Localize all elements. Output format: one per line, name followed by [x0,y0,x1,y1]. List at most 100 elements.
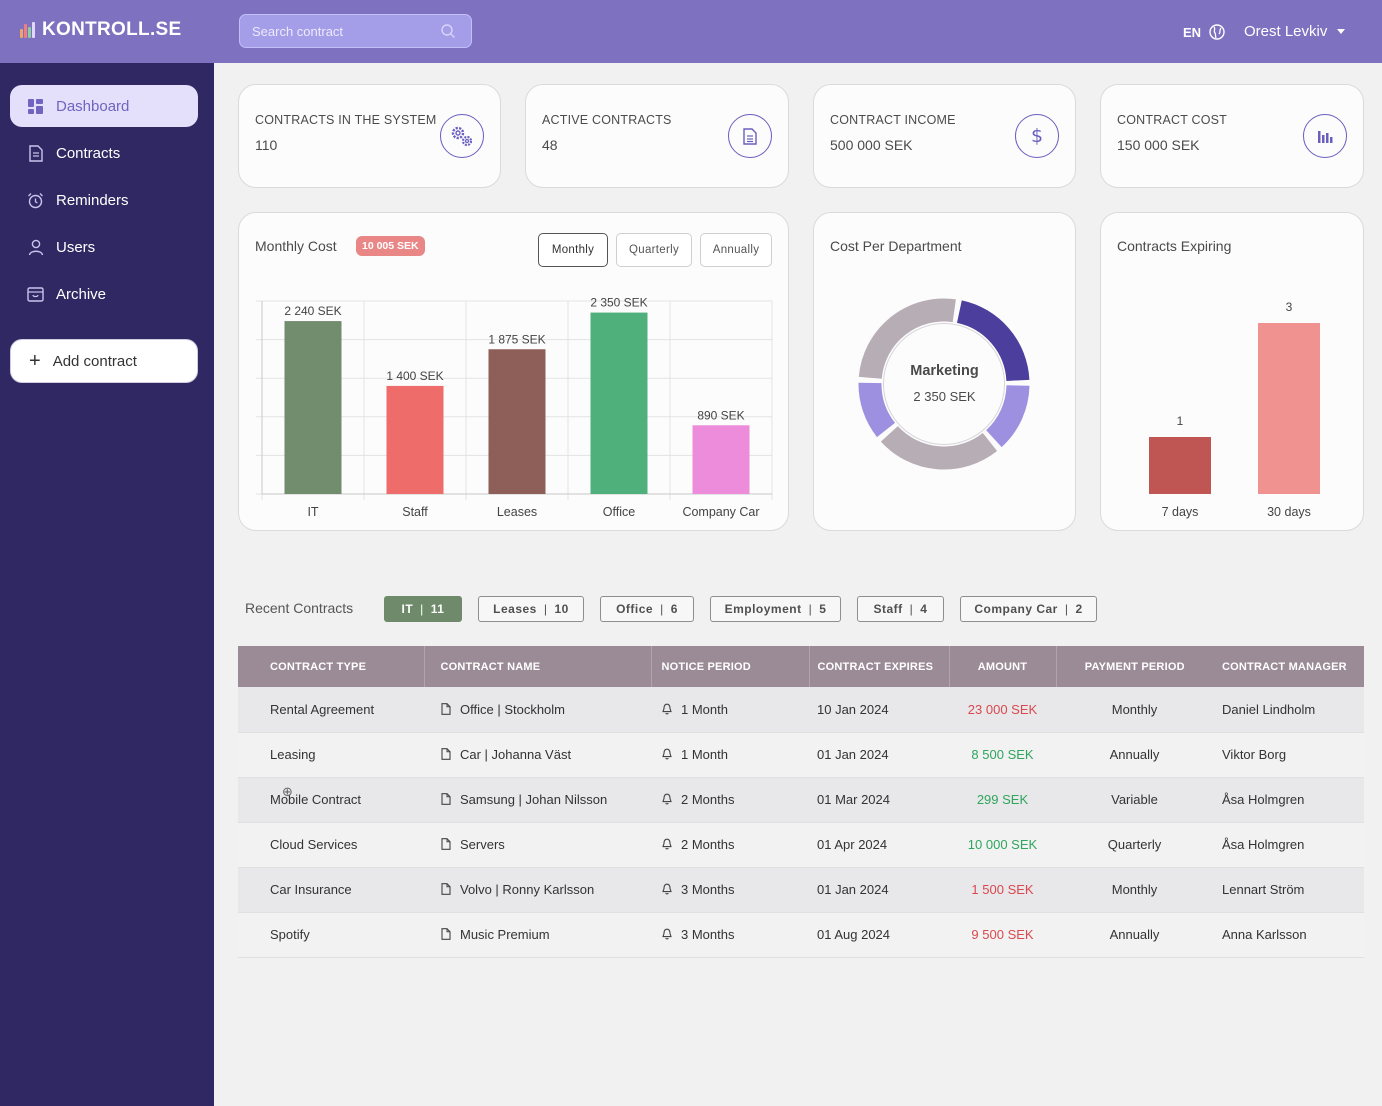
contract-manager: Viktor Borg [1222,747,1287,762]
contract-expires: 01 Aug 2024 [817,927,891,942]
logo[interactable]: KONTROLL.SE [20,19,181,41]
column-header[interactable]: CONTRACT MANAGER [1213,646,1364,687]
stat-label: CONTRACT INCOME [830,113,956,127]
table-row[interactable]: Cloud Services Servers 2 Months 01 Apr 2024… [238,822,1364,868]
language-selector[interactable]: EN [1183,24,1225,40]
contract-amount: 9 500 SEK [971,927,1034,942]
filter-chip-staff[interactable]: Staff | 4 [857,596,944,622]
table-row[interactable]: ⊕ Mobile Contract Samsung | Johan Nilsson 2… [238,777,1364,823]
bar-office [590,312,648,494]
sidebar-item-archive[interactable]: Archive [10,273,198,315]
column-header[interactable]: NOTICE PERIOD [651,646,810,687]
table-row[interactable]: Spotify Music Premium 3 Months 01 Aug 2024 9… [238,912,1364,958]
contract-manager: Lennart Ström [1222,882,1305,897]
filter-chip-company-car[interactable]: Company Car | 2 [960,596,1097,622]
contract-expires: 01 Jan 2024 [817,747,889,762]
panel-title: Monthly Cost [255,238,337,254]
table-row[interactable]: Leasing Car | Johanna Väst 1 Month 01 Jan 2… [238,732,1364,778]
monthly-cost-chart: 2 240 SEK IT 1 400 SEK Staff 1 875 SEK Leases… [256,296,773,519]
column-header[interactable]: CONTRACT TYPE [238,646,425,687]
column-header[interactable]: AMOUNT [949,646,1057,687]
bell-icon [662,928,672,940]
filter-chip-leases[interactable]: Leases | 10 [478,596,584,622]
contract-expires: 01 Jan 2024 [817,882,889,897]
donut-inner-ring [883,323,1005,445]
stat-card-contract-cost: CONTRACT COST 150 000 SEK [1100,84,1364,188]
bar-leases [488,349,546,494]
sidebar-item-dashboard[interactable]: Dashboard [10,85,198,127]
sidebar-item-label: Reminders [56,191,129,209]
column-header[interactable]: PAYMENT PERIOD [1056,646,1213,687]
column-header[interactable]: CONTRACT NAME [424,646,652,687]
notice-period: 2 Months [681,792,735,807]
search-input[interactable] [240,15,440,47]
app-title: KONTROLL.SE [42,19,182,40]
search-icon[interactable] [440,23,456,39]
x-tick-label: 7 days [1162,505,1199,519]
column-header[interactable]: CONTRACT EXPIRES [809,646,950,687]
document-icon [441,702,451,715]
chip-count: 6 [670,602,678,616]
chip-label: Leases [493,602,537,616]
contracts-expiring-panel: Contracts Expiring 1 7 days 3 30 days [1100,212,1364,531]
chip-label: Company Car [974,602,1058,616]
chip-label: IT [401,602,414,616]
stat-label: CONTRACTS IN THE SYSTEM [255,113,437,127]
x-tick-label: Staff [402,505,428,519]
panel-title: Contracts Expiring [1117,238,1232,254]
caret-down-icon [1337,29,1346,34]
expand-icon[interactable]: ⊕ [282,784,293,799]
sidebar-item-users[interactable]: Users [10,226,198,268]
contract-name: Office | Stockholm [460,701,566,717]
filter-chip-employment[interactable]: Employment | 5 [710,596,841,622]
x-tick-label: 30 days [1267,505,1311,519]
alarm-clock-icon [27,192,44,209]
gears-icon [440,114,484,158]
sidebar: Dashboard Contracts Reminders Users Arch… [0,63,214,1106]
donut-center-label: Marketing [910,363,979,379]
search-box[interactable] [239,14,472,48]
dashboard-icon [27,98,44,115]
add-contract-button[interactable]: + Add contract [10,339,198,383]
contract-amount: 10 000 SEK [967,837,1038,852]
add-contract-label: Add contract [52,352,137,370]
contract-expires: 01 Apr 2024 [817,837,888,852]
filter-chip-office[interactable]: Office | 6 [600,596,694,622]
document-icon [27,144,44,162]
x-tick-label: Leases [497,505,537,519]
cost-per-department-panel: Cost Per Department Marketing 2 350 SEK [813,212,1076,531]
top-bar: KONTROLL.SE EN Orest Levkiv [0,0,1382,63]
notice-period: 2 Months [681,837,735,852]
chip-count: 5 [819,602,827,616]
chip-count: 10 [554,602,569,616]
sidebar-item-reminders[interactable]: Reminders [10,179,198,221]
chip-count: 4 [920,602,928,616]
payment-period: Quarterly [1107,837,1162,852]
contract-type: Spotify [270,927,310,942]
payment-period: Monthly [1111,882,1158,897]
contract-amount: 299 SEK [976,792,1029,807]
sidebar-item-label: Users [56,238,96,256]
dollar-icon: $ [1015,114,1059,158]
table-header-row: CONTRACT TYPE CONTRACT NAME NOTICE PERIO… [238,646,1364,687]
contracts-table: CONTRACT TYPE CONTRACT NAME NOTICE PERIO… [238,646,1364,958]
filter-chip-it[interactable]: IT | 11 [384,596,462,622]
table-row[interactable]: Car Insurance Volvo | Ronny Karlsson 3 Mon… [238,867,1364,913]
contract-type: Rental Agreement [270,701,375,717]
bar-chart-icon [1303,114,1347,158]
document-icon [441,928,451,940]
panel-title: Cost Per Department [830,238,962,254]
user-menu[interactable]: Orest Levkiv [1244,23,1346,40]
payment-period: Variable [1111,792,1158,807]
bar-value-label: 2 350 SEK [590,296,647,310]
bar-30-days [1258,323,1320,494]
table-row[interactable]: Rental Agreement Office | Stockholm 1 Mont… [238,687,1364,733]
period-button-annually[interactable]: Annually [700,233,772,267]
payment-period: Monthly [1111,701,1158,717]
period-button-monthly[interactable]: Monthly [538,233,608,267]
sidebar-item-contracts[interactable]: Contracts [10,132,198,174]
bar-7-days [1149,437,1211,494]
contract-manager: Anna Karlsson [1222,927,1307,942]
period-button-quarterly[interactable]: Quarterly [616,233,692,267]
contract-name: Car | Johanna Väst [460,747,572,762]
